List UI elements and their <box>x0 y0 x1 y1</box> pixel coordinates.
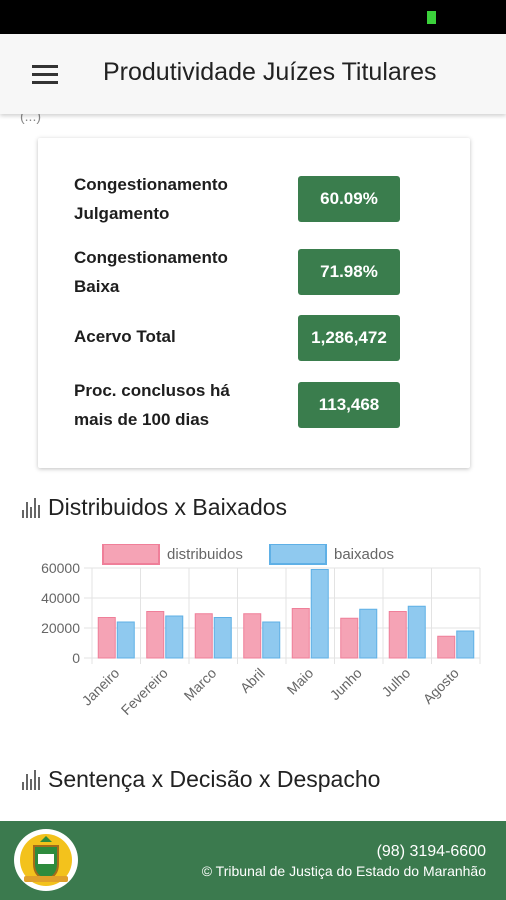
bar-baixados-Marco <box>213 617 232 659</box>
y-tick-label: 0 <box>72 650 80 666</box>
y-tick-label: 60000 <box>41 560 80 576</box>
bar-distribuidos-Julho <box>388 611 407 659</box>
metric-value: 71.98% <box>298 249 400 295</box>
bar-baixados-Abril <box>262 621 281 659</box>
status-bar <box>0 0 506 34</box>
metric-value: 113,468 <box>298 382 400 428</box>
page-title: Produtividade Juízes Titulares <box>103 58 437 86</box>
section-title-distribuidos: Distribuidos x Baixados <box>22 494 287 521</box>
clipped-text: (...) <box>20 114 41 124</box>
metric-value: 1,286,472 <box>298 315 400 361</box>
metric-label: Congestionamento Julgamento <box>74 175 228 223</box>
metric-label: Proc. conclusos há mais de 100 dias <box>74 381 230 429</box>
coat-of-arms-icon <box>14 829 78 891</box>
bar-baixados-Junho <box>359 608 378 659</box>
bar-distribuidos-Fevereiro <box>146 611 165 659</box>
bar-distribuidos-Abril <box>243 613 262 659</box>
bar-chart: distribuidos baixados 60000 40000 20000 0Jane… <box>41 544 481 718</box>
legend-label-baixados: baixados <box>334 546 394 563</box>
legend-swatch-baixados <box>269 544 327 565</box>
x-tick-label: Marco <box>181 665 220 704</box>
x-tick-label: Fevereiro <box>118 665 171 718</box>
metric-label: Acervo Total <box>74 327 176 346</box>
bar-distribuidos-Junho <box>340 617 359 659</box>
metric-value: 60.09% <box>298 176 400 222</box>
bar-chart-icon <box>22 497 42 518</box>
x-tick-label: Janeiro <box>79 665 123 709</box>
x-tick-label: Abril <box>237 665 268 696</box>
section-title-sentenca: Sentença x Decisão x Despacho <box>22 766 380 793</box>
bar-chart-icon <box>22 769 42 790</box>
x-tick-label: Junho <box>327 665 365 703</box>
bar-distribuidos-Agosto <box>437 635 456 659</box>
bar-baixados-Agosto <box>456 630 475 659</box>
metrics-card: Congestionamento Julgamento 60.09% Conges… <box>38 138 470 468</box>
app-bar: Produtividade Juízes Titulares <box>0 34 506 114</box>
metric-label: Congestionamento Baixa <box>74 248 228 296</box>
main-content[interactable]: (...) Congestionamento Julgamento 60.09% … <box>0 114 506 821</box>
legend-label-distribuidos: distribuidos <box>167 546 243 563</box>
y-tick-label: 20000 <box>41 620 80 636</box>
x-tick-label: Agosto <box>420 665 462 707</box>
bar-baixados-Julho <box>407 605 426 659</box>
footer-phone[interactable]: (98) 3194-6600 <box>376 843 486 860</box>
bar-baixados-Fevereiro <box>165 615 184 659</box>
battery-icon <box>427 11 436 24</box>
hamburger-icon <box>32 65 58 68</box>
x-tick-label: Maio <box>284 665 317 698</box>
legend-swatch-distribuidos <box>102 544 160 565</box>
footer: (98) 3194-6600 © Tribunal de Justiça do … <box>0 821 506 900</box>
menu-button[interactable] <box>22 58 68 92</box>
footer-copyright: © Tribunal de Justiça do Estado do Maran… <box>201 863 486 879</box>
bar-distribuidos-Maio <box>291 608 310 659</box>
x-tick-label: Julho <box>378 665 413 700</box>
bar-baixados-Maio <box>310 569 329 659</box>
y-tick-label: 40000 <box>41 590 80 606</box>
bar-distribuidos-Marco <box>194 613 213 659</box>
bar-distribuidos-Janeiro <box>97 617 116 659</box>
bar-baixados-Janeiro <box>116 621 135 659</box>
